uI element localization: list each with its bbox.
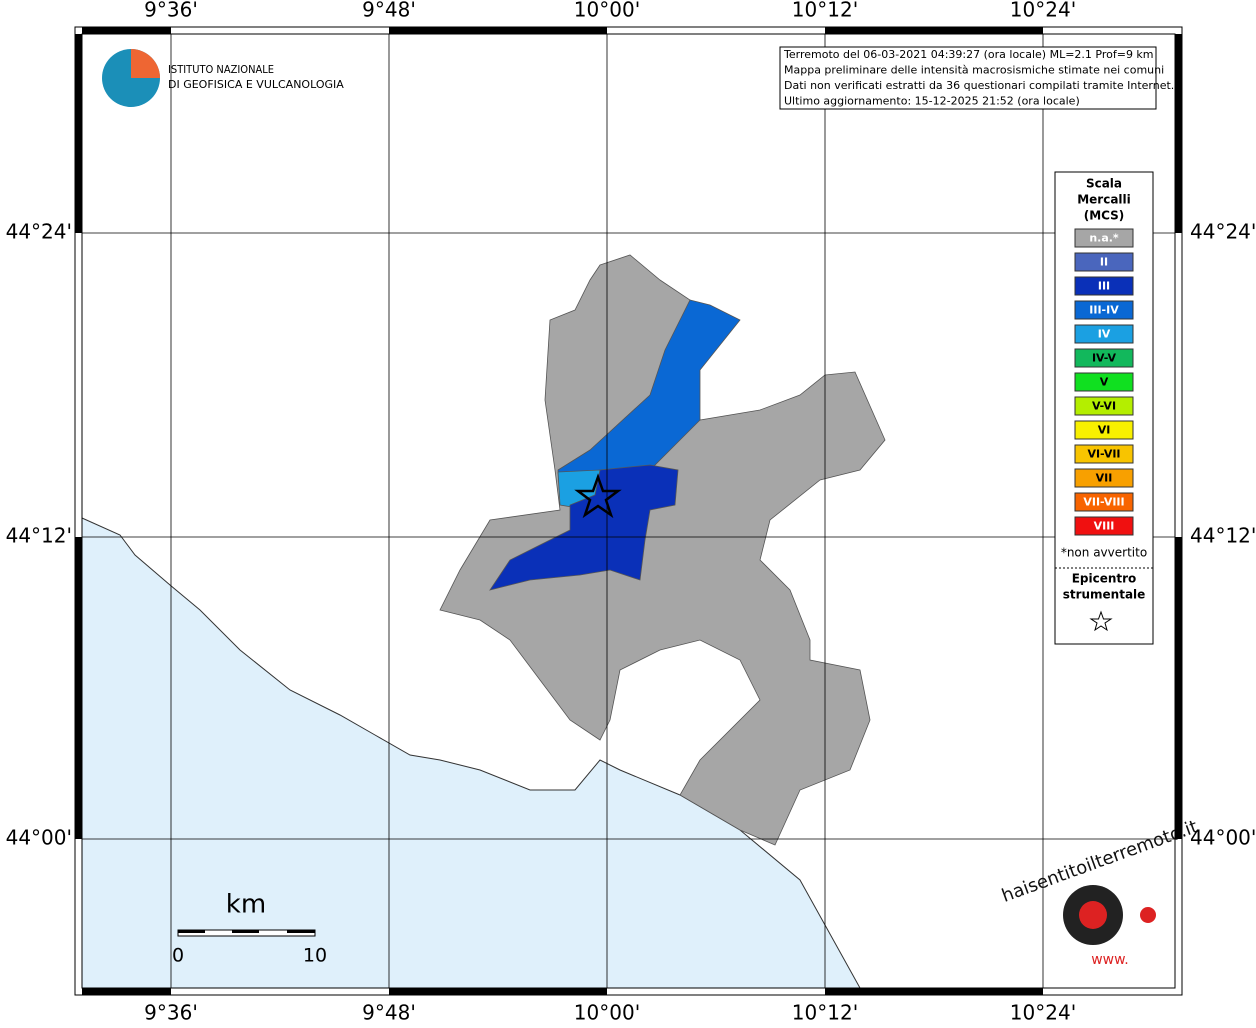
epicenter-star	[574, 473, 622, 519]
frame-outer	[74, 26, 1183, 996]
legend-swatch	[1074, 300, 1134, 320]
logo: ISTITUTO NAZIONALE DI GEOFISICA E VULCAN…	[102, 49, 344, 107]
legend-label: V	[1100, 376, 1109, 389]
lat-label: 44°24'	[1190, 220, 1256, 244]
legend-swatch	[1074, 468, 1134, 488]
frame-inner	[81, 33, 1176, 989]
legend-swatch	[1074, 444, 1134, 464]
site-logo-center	[1079, 901, 1107, 929]
municipalities-na	[439, 254, 886, 846]
legend-label: IV-V	[1092, 352, 1117, 365]
legend-title: Scala	[1086, 177, 1122, 191]
scale-seg	[287, 930, 315, 933]
lon-label: 9°48'	[362, 1001, 416, 1025]
legend-label: IV	[1098, 328, 1111, 341]
legend-swatch	[1074, 276, 1134, 296]
legend-swatch	[1074, 420, 1134, 440]
info-line: Mappa preliminare delle intensità macros…	[784, 64, 1164, 77]
lon-label: 10°12'	[792, 0, 858, 22]
legend-swatch	[1074, 348, 1134, 368]
legend-swatch	[1074, 492, 1134, 512]
legend-epicenter: strumentale	[1063, 588, 1146, 602]
lon-label: 10°12'	[792, 1001, 858, 1025]
frame-bar	[825, 988, 1043, 995]
legend-label: V-VI	[1092, 400, 1116, 413]
lon-label: 10°24'	[1010, 0, 1076, 22]
frame-bar	[75, 34, 82, 233]
sea	[81, 517, 861, 989]
lon-label: 10°00'	[574, 0, 640, 22]
lat-label: 44°00'	[1190, 826, 1256, 850]
legend-label: VIII	[1094, 520, 1115, 533]
lon-label: 9°36'	[144, 1001, 198, 1025]
lat-label: 44°12'	[6, 524, 72, 548]
municipality-iii	[489, 464, 679, 591]
frame-bar	[82, 27, 171, 34]
legend-label: n.a.*	[1089, 232, 1119, 245]
legend-label: VI	[1098, 424, 1111, 437]
legend-swatch	[1074, 396, 1134, 416]
lon-label: 9°48'	[362, 0, 416, 22]
scale-unit: km	[226, 890, 266, 920]
info-box	[779, 46, 1157, 110]
frame-bar	[1175, 34, 1182, 233]
scale-seg	[178, 930, 205, 933]
legend-star	[1089, 610, 1113, 632]
legend-title: Mercalli	[1077, 193, 1131, 207]
frame-bar	[1175, 537, 1182, 839]
legend-label: II	[1100, 256, 1108, 269]
legend-swatch	[1074, 372, 1134, 392]
info-line: Dati non verificati estratti da 36 quest…	[784, 79, 1174, 92]
frame-bar	[75, 537, 82, 839]
frame-bar	[825, 27, 1043, 34]
lat-label: 44°24'	[6, 220, 72, 244]
frame-bar	[389, 988, 607, 995]
logo-text: DI GEOFISICA E VULCANOLOGIA	[168, 78, 344, 91]
site-logo-badge	[1140, 907, 1156, 923]
legend-epicenter: Epicentro	[1072, 572, 1137, 586]
frame-bar	[82, 988, 171, 995]
logo-segment	[131, 49, 160, 78]
legend-label: VI-VII	[1087, 448, 1120, 461]
lat-label: 44°00'	[6, 826, 72, 850]
legend-note: *non avvertito	[1061, 546, 1147, 560]
legend-label: III	[1098, 280, 1110, 293]
legend-label: III-IV	[1089, 304, 1119, 317]
lon-label: 10°24'	[1010, 1001, 1076, 1025]
legend-swatch	[1074, 324, 1134, 344]
legend-title: (MCS)	[1084, 209, 1125, 223]
scale-start: 0	[172, 945, 184, 967]
lon-label: 10°00'	[574, 1001, 640, 1025]
scale-seg	[232, 930, 259, 933]
info-line: Terremoto del 06-03-2021 04:39:27 (ora l…	[783, 48, 1154, 61]
legend-label: VII-VIII	[1083, 496, 1124, 509]
legend-swatch	[1074, 228, 1134, 248]
lat-label: 44°12'	[1190, 524, 1256, 548]
legend-swatch	[1074, 516, 1134, 536]
logo-text: ISTITUTO NAZIONALE	[168, 63, 274, 76]
legend-label: VII	[1096, 472, 1113, 485]
legend-swatch	[1074, 252, 1134, 272]
lon-label: 9°36'	[144, 0, 198, 22]
scale-end: 10	[303, 945, 327, 967]
site-prefix: www.	[1091, 952, 1129, 968]
scale-bar: km 0 10	[172, 890, 327, 967]
frame-bar	[389, 27, 607, 34]
info-line: Ultimo aggiornamento: 15-12-2025 21:52 (…	[784, 95, 1080, 108]
